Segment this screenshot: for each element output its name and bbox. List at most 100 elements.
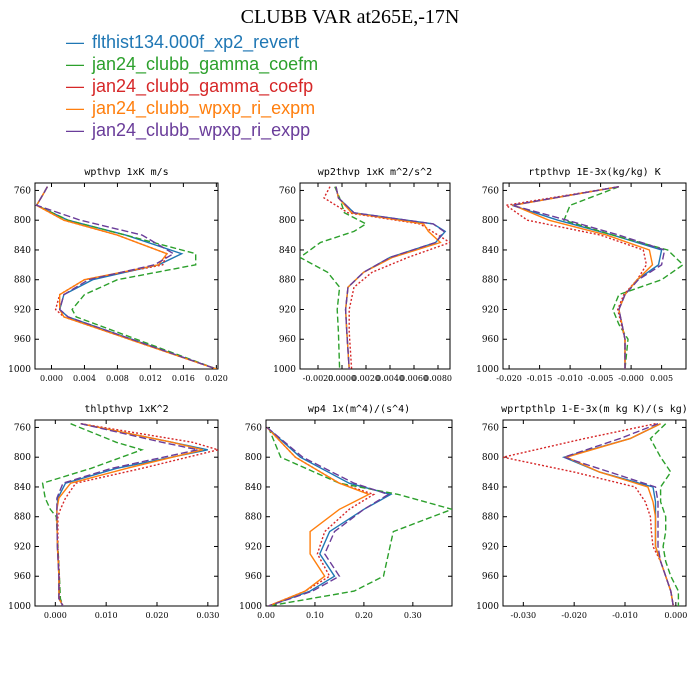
y-tick-label: 880 bbox=[14, 513, 31, 523]
y-tick-label: 1000 bbox=[8, 602, 31, 612]
x-tick-label: 0.0060 bbox=[400, 374, 428, 383]
legend-item: — jan24_clubb_gamma_coefm bbox=[66, 53, 318, 75]
series-line bbox=[510, 186, 654, 369]
y-tick-label: 800 bbox=[482, 216, 499, 226]
series-line bbox=[649, 423, 680, 606]
y-tick-label: 880 bbox=[482, 513, 499, 523]
y-tick-label: 960 bbox=[14, 335, 31, 345]
x-tick-label: 0.008 bbox=[106, 374, 129, 383]
y-tick-label: 920 bbox=[14, 305, 31, 315]
y-tick-label: 800 bbox=[245, 453, 262, 463]
x-tick-label: -0.020 bbox=[561, 611, 587, 620]
series-line bbox=[563, 186, 685, 369]
panel: thlpthvp 1xK^2 760 800 840 880 920 960 1000 0.00… bbox=[8, 404, 219, 620]
legend-item: — jan24_clubb_gamma_coefp bbox=[66, 75, 318, 97]
legend-item: — jan24_clubb_wpxp_ri_expm bbox=[66, 97, 318, 119]
series-group bbox=[300, 186, 450, 369]
x-tick-label: -0.000 bbox=[618, 374, 644, 383]
x-tick-label: 0.000 bbox=[40, 374, 63, 383]
y-tick-label: 760 bbox=[279, 186, 296, 196]
panel-frame bbox=[502, 182, 687, 370]
y-tick-label: 880 bbox=[14, 276, 31, 286]
series-line bbox=[35, 186, 217, 369]
y-tick-label: 1000 bbox=[476, 365, 499, 375]
series-group bbox=[35, 186, 217, 369]
x-tick-label: 0.005 bbox=[650, 374, 673, 383]
y-tick-label: 760 bbox=[245, 423, 262, 433]
y-tick-label: 800 bbox=[14, 453, 31, 463]
x-tick-label: -0.0020 bbox=[303, 374, 334, 383]
x-tick-label: -0.010 bbox=[557, 374, 583, 383]
legend-label: jan24_clubb_gamma_coefp bbox=[92, 76, 314, 96]
legend-dash-icon: — bbox=[66, 76, 84, 96]
x-tick-label: -0.010 bbox=[612, 611, 638, 620]
series-line bbox=[56, 423, 198, 606]
x-tick-label: 0.020 bbox=[205, 374, 228, 383]
series-line bbox=[266, 426, 393, 606]
x-tick-label: 0.00 bbox=[257, 611, 275, 620]
y-tick-label: 1000 bbox=[239, 602, 262, 612]
series-line bbox=[561, 423, 674, 606]
panel-title: rtpthvp 1E-3x(kg/kg) K bbox=[528, 167, 660, 178]
series-line bbox=[35, 186, 217, 369]
x-tick-label: 0.000 bbox=[664, 611, 687, 620]
y-tick-label: 960 bbox=[14, 572, 31, 582]
series-line bbox=[503, 423, 674, 606]
series-group bbox=[503, 423, 680, 606]
panel-frame bbox=[299, 182, 451, 370]
y-tick-label: 960 bbox=[245, 572, 262, 582]
x-tick-label: 0.012 bbox=[139, 374, 162, 383]
series-line bbox=[323, 186, 450, 369]
panel-frame bbox=[265, 419, 453, 607]
panel-frame bbox=[34, 182, 219, 370]
panel-frame bbox=[502, 419, 687, 607]
panel-title: wp2thvp 1xK m^2/s^2 bbox=[318, 167, 432, 178]
legend-dash-icon: — bbox=[66, 32, 84, 52]
panel-frame bbox=[34, 419, 219, 607]
panel-title: wp4 1x(m^4)/(s^4) bbox=[308, 404, 410, 415]
y-tick-label: 760 bbox=[14, 423, 31, 433]
series-line bbox=[56, 423, 208, 606]
series-line bbox=[266, 426, 371, 606]
series-line bbox=[35, 186, 217, 369]
x-tick-label: 0.016 bbox=[172, 374, 195, 383]
series-line bbox=[300, 186, 368, 369]
y-tick-label: 840 bbox=[245, 483, 262, 493]
x-tick-label: -0.005 bbox=[588, 374, 614, 383]
y-tick-label: 880 bbox=[482, 276, 499, 286]
y-tick-label: 920 bbox=[482, 305, 499, 315]
x-tick-label: 0.0000 bbox=[328, 374, 356, 383]
legend-label: jan24_clubb_gamma_coefm bbox=[92, 54, 319, 74]
y-tick-label: 1000 bbox=[273, 365, 296, 375]
x-tick-label: -0.030 bbox=[511, 611, 537, 620]
y-tick-label: 800 bbox=[482, 453, 499, 463]
y-tick-label: 840 bbox=[14, 246, 31, 256]
y-tick-label: 760 bbox=[482, 423, 499, 433]
x-tick-label: 0.0020 bbox=[352, 374, 380, 383]
panel-title: wprtpthlp 1-E-3x(m kg K)/(s kg) bbox=[501, 404, 688, 415]
y-tick-label: 880 bbox=[279, 276, 296, 286]
y-tick-label: 800 bbox=[14, 216, 31, 226]
y-tick-label: 920 bbox=[279, 305, 296, 315]
panel-title: wpthvp 1xK m/s bbox=[84, 167, 168, 178]
y-tick-label: 960 bbox=[482, 335, 499, 345]
legend-label: jan24_clubb_wpxp_ri_expm bbox=[92, 98, 316, 118]
y-tick-label: 840 bbox=[279, 246, 296, 256]
y-tick-label: 760 bbox=[482, 186, 499, 196]
x-tick-label: -0.020 bbox=[496, 374, 522, 383]
y-tick-label: 1000 bbox=[476, 602, 499, 612]
panel-title: thlpthvp 1xK^2 bbox=[84, 404, 168, 415]
series-line bbox=[504, 186, 648, 369]
panel: rtpthvp 1E-3x(kg/kg) K 760 800 840 880 920 960… bbox=[476, 167, 687, 383]
y-tick-label: 920 bbox=[14, 542, 31, 552]
x-tick-label: 0.20 bbox=[355, 611, 373, 620]
x-tick-label: 0.30 bbox=[404, 611, 422, 620]
x-tick-label: -0.015 bbox=[527, 374, 553, 383]
series-line bbox=[56, 423, 203, 606]
y-tick-label: 960 bbox=[482, 572, 499, 582]
legend-item: — jan24_clubb_wpxp_ri_expp bbox=[66, 119, 318, 141]
legend-item: — flthist134.000f_xp2_revert bbox=[66, 31, 318, 53]
x-tick-label: 0.0040 bbox=[376, 374, 404, 383]
panel: wp2thvp 1xK m^2/s^2 760 800 840 880 920 960 100… bbox=[273, 167, 452, 383]
